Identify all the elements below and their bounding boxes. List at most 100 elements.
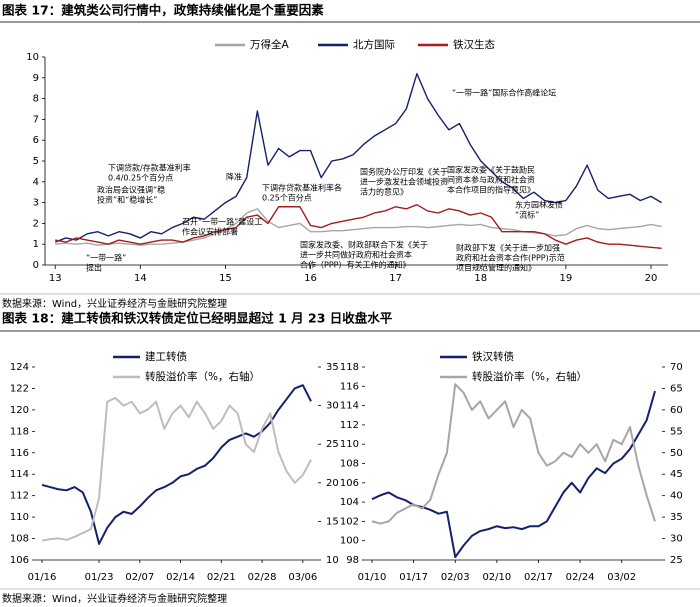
y-tick-label: 116 — [340, 381, 359, 392]
legend-label: 转股溢价率（%，右轴） — [145, 370, 260, 383]
legend-label: 铁汉生态 — [453, 38, 495, 51]
annotation: 财政部下发《关于进一步加强 — [456, 243, 560, 253]
annotation: 活力的意见》 — [360, 187, 408, 197]
x-tick-label: 02/28 — [248, 572, 277, 583]
legend-label: 万得全A — [250, 38, 289, 51]
y-tick-label: 104 — [340, 497, 359, 508]
series-line — [55, 208, 662, 246]
y-tick-label: 0 — [33, 260, 39, 271]
annotation: “流标” — [515, 210, 539, 220]
series-line — [41, 396, 312, 542]
legend-label: 铁汉转债 — [472, 350, 514, 363]
x-tick-label: 01/16 — [28, 572, 57, 583]
y-tick-label: 2 — [33, 218, 39, 229]
annotation: 间资本参与政府和社会资 — [447, 175, 535, 185]
figure-title: 图表 18：建工转债和铁汉转债定位已经明显超过 1 月 23 日收盘水平 — [2, 311, 393, 326]
y-tick-label: 98 — [346, 555, 359, 566]
y-tick-label: 7 — [33, 114, 39, 125]
y2-tick-label: 25 — [670, 555, 683, 566]
x-tick-label: 19 — [560, 273, 573, 284]
y2-tick-label: 55 — [670, 426, 683, 437]
x-tick-label: 02/07 — [125, 572, 154, 583]
x-tick-label: 02/10 — [482, 572, 511, 583]
series-line — [371, 383, 656, 525]
y-tick-label: 3 — [33, 198, 39, 209]
x-tick-label: 02/14 — [166, 572, 195, 583]
series-line — [55, 203, 662, 250]
x-tick-label: 15 — [219, 273, 232, 284]
x-tick-label: 01/23 — [85, 572, 114, 583]
x-tick-label: 14 — [134, 273, 147, 284]
annotation: 下调存贷款基准利率各 — [262, 183, 342, 193]
y-tick-label: 5 — [33, 156, 39, 167]
y2-tick-label: 70 — [670, 362, 683, 373]
annotation: 合作（PPP）有关工作的通知》 — [300, 260, 410, 270]
x-tick-label: 01/10 — [358, 572, 387, 583]
series-line — [371, 390, 656, 559]
y2-tick-label: 65 — [670, 383, 683, 394]
y-tick-label: 122 — [10, 383, 29, 394]
y-tick-label: 4 — [33, 177, 39, 188]
y-tick-label: 118 — [10, 426, 29, 437]
annotation: 国家发改委《关于鼓励民 — [447, 165, 535, 175]
annotation: 0.25个百分点 — [262, 194, 312, 203]
annotation: 进一步共同做好政府和社会资本 — [300, 250, 412, 260]
x-tick-label: 02/24 — [566, 572, 595, 583]
legend-label: 转股溢价率（%，右轴） — [472, 370, 587, 383]
y2-tick-label: 35 — [326, 362, 339, 373]
y-tick-label: 100 — [340, 536, 359, 547]
y-tick-label: 110 — [340, 439, 359, 450]
y-tick-label: 106 — [10, 555, 29, 566]
y-tick-label: 124 — [10, 362, 29, 373]
x-tick-label: 02/17 — [524, 572, 553, 583]
x-tick-label: 18 — [474, 273, 487, 284]
y-tick-label: 8 — [33, 94, 39, 105]
y-tick-label: 120 — [10, 405, 29, 416]
x-tick-label: 17 — [389, 273, 402, 284]
x-tick-label: 02/03 — [441, 572, 470, 583]
y2-tick-label: 25 — [326, 439, 339, 450]
x-tick-label: 01/17 — [399, 572, 428, 583]
y2-tick-label: 10 — [326, 555, 339, 566]
y-tick-label: 9 — [33, 73, 39, 84]
y-tick-label: 114 — [10, 469, 29, 480]
x-tick-label: 03/06 — [288, 572, 317, 583]
annotation: 国家发改委、财政部联合下发《关于 — [300, 240, 428, 250]
y2-tick-label: 35 — [670, 512, 683, 523]
annotation: 政治局会议强调“稳 — [97, 185, 165, 195]
annotation: 提出 — [86, 263, 102, 273]
legend-label: 北方国际 — [353, 38, 395, 51]
y2-tick-label: 50 — [670, 448, 683, 459]
y-tick-label: 1 — [33, 239, 39, 250]
y2-tick-label: 30 — [326, 401, 339, 412]
annotation: 0.4/0.25个百分点 — [108, 174, 173, 183]
source-note: 数据来源：Wind，兴业证券经济与金融研究院整理 — [2, 592, 227, 605]
annotation: 东方园林发债 — [515, 200, 563, 210]
legend-label: 建工转债 — [145, 350, 187, 363]
figure-title: 图表 17：建筑类公司行情中，政策持续催化是个重要因素 — [2, 3, 324, 18]
y2-tick-label: 20 — [326, 478, 339, 489]
y-tick-label: 112 — [10, 491, 29, 502]
y2-tick-label: 60 — [670, 405, 683, 416]
y2-tick-label: 45 — [670, 469, 683, 480]
series-line — [41, 384, 312, 545]
x-tick-label: 16 — [304, 273, 317, 284]
y-tick-label: 118 — [340, 362, 359, 373]
y-tick-label: 116 — [10, 448, 29, 459]
y-tick-label: 108 — [10, 534, 29, 545]
y-tick-label: 6 — [33, 135, 39, 146]
annotation: 召开“一带一路”建设工 — [182, 217, 262, 227]
annotation: 国务院办公厅印发《关于 — [360, 167, 448, 177]
annotation: “一带一路” — [86, 253, 126, 263]
annotation: 下调贷款/存款基准利率 — [108, 163, 191, 173]
annotation: 降准 — [226, 172, 242, 182]
annotation: 进一步激发社会领域投资 — [360, 177, 448, 187]
y-tick-label: 108 — [340, 459, 359, 470]
y-tick-label: 102 — [340, 516, 359, 527]
annotation: 项目规范管理的通知》 — [456, 263, 536, 273]
x-tick-label: 13 — [49, 273, 62, 284]
source-note: 数据来源：Wind，兴业证券经济与金融研究院整理 — [2, 297, 227, 310]
